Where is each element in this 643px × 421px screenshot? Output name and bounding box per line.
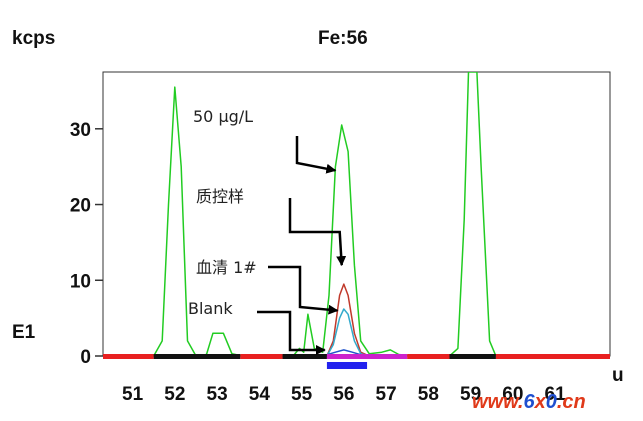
x-tick-label: 55 — [291, 384, 313, 405]
x-tick-label: 58 — [418, 384, 439, 405]
series-line — [322, 349, 366, 356]
integration-window — [326, 362, 368, 369]
watermark: www.6x0.cn — [472, 391, 586, 413]
x-tick-label: 59 — [460, 384, 481, 405]
annotation-label: 质控样 — [196, 187, 244, 206]
annotation-label: Blank — [188, 299, 233, 318]
baseline-segment — [495, 354, 610, 359]
chart-title: Fe:56 — [318, 28, 368, 49]
x-tick-label: 60 — [502, 384, 523, 405]
x-tick-label: 52 — [164, 384, 185, 405]
baseline-segment — [153, 354, 241, 359]
plot-frame — [102, 71, 611, 357]
x-tick-label: 54 — [249, 384, 271, 405]
watermark-part: .cn — [557, 391, 586, 413]
baseline-segment — [103, 354, 154, 359]
x-tick-label: 61 — [545, 384, 567, 405]
y-side-label: E1 — [12, 322, 36, 343]
x-axis-ticks: 51 52 53 54 55 56 57 58 59 60 61 — [122, 384, 566, 405]
x-tick-label: 53 — [207, 384, 228, 405]
x-axis-label: u — [612, 365, 624, 386]
y-tick-label: 10 — [70, 271, 91, 292]
watermark-part: x — [534, 391, 547, 413]
annotation-label: 50 µg/L — [193, 107, 253, 126]
annotation-arrow — [257, 310, 326, 355]
y-tick-label: 0 — [80, 347, 91, 368]
annotation-label: 血清 1# — [196, 258, 257, 277]
series-line — [326, 283, 370, 356]
series-layer — [103, 72, 610, 356]
series-line — [326, 308, 370, 356]
baseline-segment — [449, 354, 496, 359]
annotation-arrow — [288, 198, 347, 267]
annotation-arrow — [268, 265, 339, 315]
y-axis-ticks: 0 10 20 30 — [70, 120, 103, 368]
baseline-segment — [407, 354, 450, 359]
y-tick-label: 30 — [70, 120, 91, 141]
baseline-segment — [282, 354, 327, 359]
baseline-segment — [240, 354, 283, 359]
y-tick-label: 20 — [70, 196, 91, 217]
baseline-segment — [326, 354, 408, 359]
series-line — [103, 72, 610, 356]
baseline-layer — [103, 354, 610, 369]
x-tick-label: 56 — [333, 384, 354, 405]
watermark-part: 0 — [546, 391, 557, 413]
plot-border — [102, 71, 611, 357]
y-axis-label: kcps — [12, 28, 55, 49]
annotation-arrow — [295, 136, 337, 174]
watermark-part: 6 — [523, 391, 535, 413]
x-tick-label: 51 — [122, 384, 144, 405]
x-tick-label: 57 — [376, 384, 397, 405]
watermark-part: www. — [472, 391, 523, 413]
